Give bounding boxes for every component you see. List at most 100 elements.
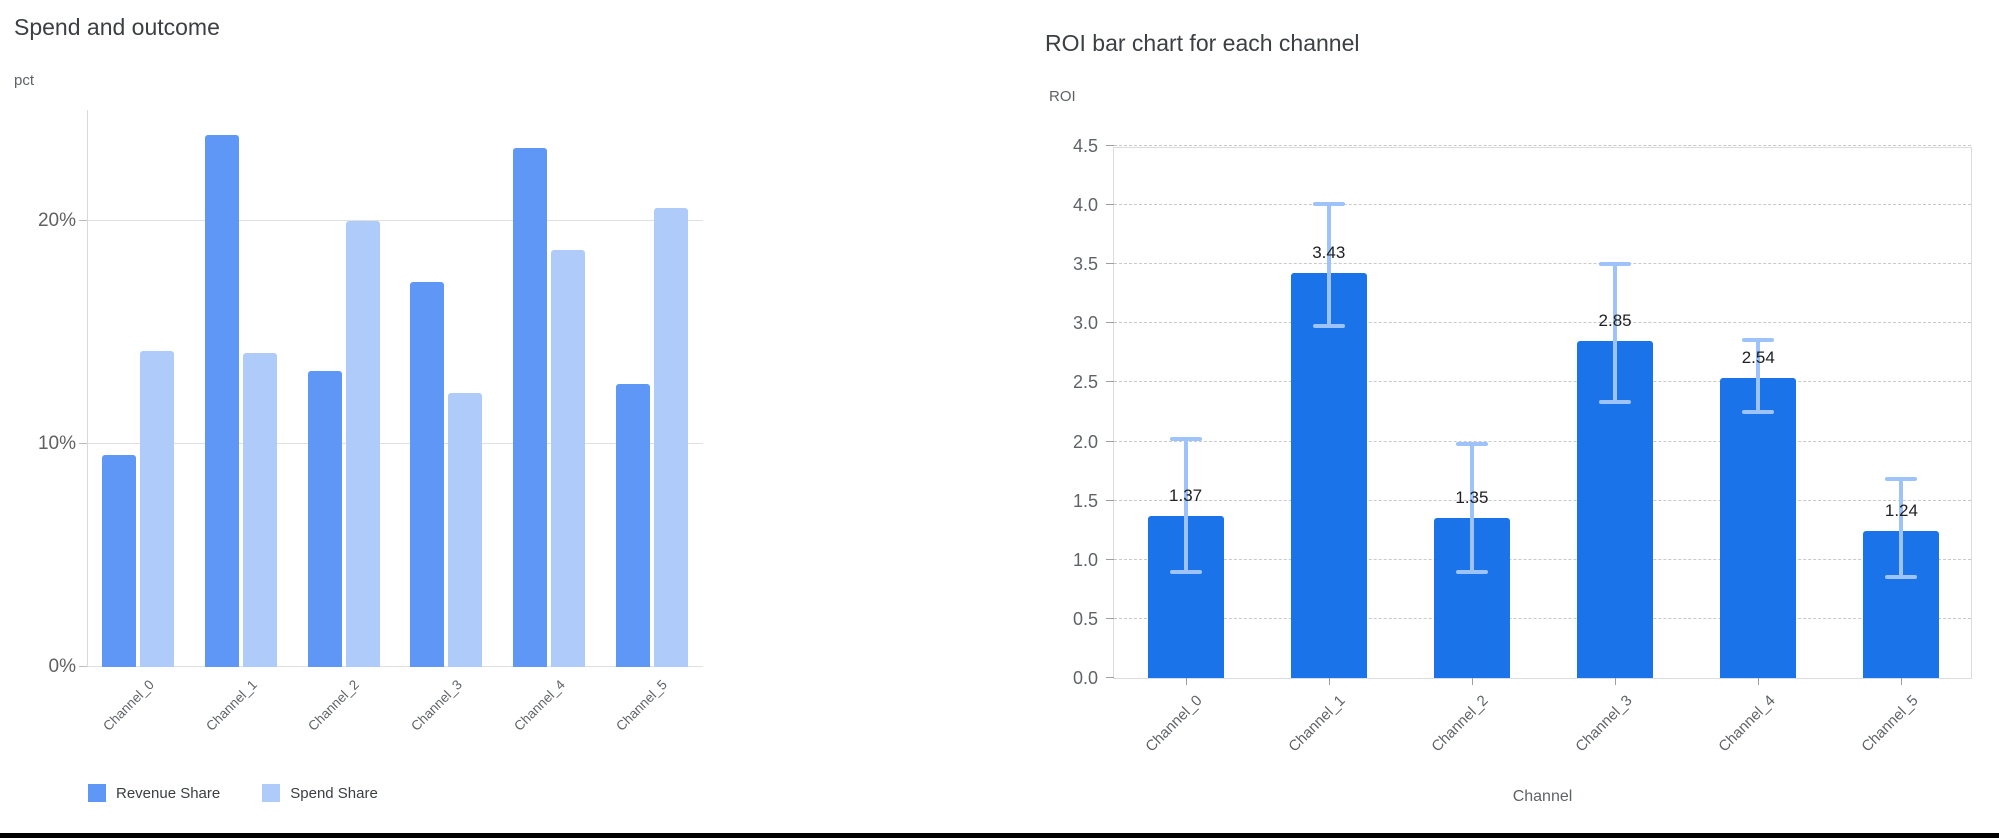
y-tick-mark	[1106, 617, 1114, 619]
y-tick-label: 20%	[37, 210, 76, 232]
error-cap-bottom	[1599, 399, 1632, 404]
bar-value-channel_2: 1.35	[1455, 488, 1489, 508]
error-bar-channel_1	[1326, 201, 1331, 329]
spend-outcome-y-unit: pct	[14, 72, 35, 89]
bar-revenue-channel_0[interactable]	[102, 455, 137, 667]
error-bar-channel_0	[1183, 436, 1188, 574]
legend-label: Revenue Share	[116, 784, 221, 802]
gridline-1.5	[1114, 499, 1971, 501]
error-cap-bottom	[1312, 324, 1345, 329]
y-tick-mark	[79, 443, 87, 445]
x-label-channel_3: Channel_3	[1571, 692, 1636, 756]
bar-value-channel_5: 1.24	[1884, 501, 1918, 521]
legend-swatch	[262, 784, 281, 802]
bar-spend-channel_2[interactable]	[345, 221, 380, 667]
x-label-channel_4: Channel_4	[510, 677, 568, 734]
x-label-channel_0: Channel_0	[100, 677, 157, 734]
bar-spend-channel_1[interactable]	[243, 352, 277, 667]
bar-revenue-channel_5[interactable]	[615, 384, 650, 667]
error-cap-bottom	[1885, 574, 1918, 579]
legend-label: Spend Share	[290, 784, 378, 802]
bar-spend-channel_3[interactable]	[448, 392, 483, 667]
x-tick-mark	[1185, 678, 1187, 685]
gridline-20%	[87, 220, 703, 222]
spend-outcome-plot-area: 0% 10% 20% Channel_0 Channel_1 Channel_2 Chann…	[38, 110, 703, 734]
error-cap-bottom	[1169, 569, 1202, 574]
y-tick-mark	[1106, 499, 1114, 501]
error-bar-channel_2	[1469, 441, 1474, 574]
x-label-channel_1: Channel_1	[1285, 692, 1349, 756]
y-tick-label: 2.0	[1072, 431, 1098, 452]
y-tick-mark	[1106, 381, 1114, 383]
x-label-channel_2: Channel_2	[1428, 692, 1492, 756]
legend-item-spend-share[interactable]: Spend Share	[262, 784, 378, 802]
bar-revenue-channel_3[interactable]	[410, 281, 445, 667]
x-tick-mark	[1758, 678, 1760, 685]
error-cap-bottom	[1742, 410, 1775, 415]
x-label-channel_5: Channel_5	[1858, 692, 1922, 756]
gridline-3.5	[1114, 263, 1971, 265]
error-bar-channel_5	[1899, 477, 1904, 579]
gridline-1.0	[1114, 558, 1971, 560]
gridline-10%	[87, 443, 703, 445]
x-label-channel_3: Channel_3	[408, 677, 465, 734]
roi-chart-title: ROI bar chart for each channel	[1045, 30, 1360, 56]
y-tick-mark	[1106, 145, 1114, 146]
y-tick-label: 1.0	[1072, 549, 1098, 570]
x-label-channel_5: Channel_5	[613, 677, 671, 734]
y-tick-label: 2.5	[1072, 372, 1098, 393]
bar-spend-channel_4[interactable]	[551, 250, 585, 667]
y-tick-label: 4.0	[1072, 195, 1098, 216]
error-bar-channel_3	[1613, 261, 1618, 404]
bar-revenue-channel_2[interactable]	[307, 370, 342, 667]
gridline-3.0	[1114, 322, 1971, 324]
bar-value-channel_1: 3.43	[1312, 242, 1346, 262]
y-tick-label: 0.0	[1072, 668, 1098, 688]
x-label-channel_0: Channel_0	[1142, 692, 1206, 756]
gridline-4.5	[1114, 145, 1971, 146]
legend-item-revenue-share[interactable]: Revenue Share	[88, 784, 220, 802]
y-tick-label: 1.5	[1072, 490, 1098, 511]
bar-revenue-channel_1[interactable]	[205, 134, 239, 667]
x-label-channel_4: Channel_4	[1714, 692, 1779, 756]
x-tick-mark	[1328, 678, 1330, 685]
y-tick-mark	[79, 220, 87, 222]
spend-outcome-title: Spend and outcome	[14, 14, 220, 40]
error-cap-top	[1599, 261, 1632, 266]
error-cap-top	[1312, 201, 1345, 206]
gridline-0%	[87, 666, 703, 667]
legend-swatch	[88, 784, 106, 802]
bar-roi-channel_4[interactable]	[1720, 377, 1797, 678]
y-tick-mark	[1106, 440, 1114, 442]
y-tick-mark	[1106, 558, 1114, 560]
x-tick-mark	[1615, 678, 1617, 685]
error-cap-top	[1885, 477, 1918, 482]
error-bar-channel_4	[1756, 337, 1761, 415]
gridline-2.5	[1114, 381, 1971, 383]
y-tick-mark	[1106, 677, 1114, 678]
y-axis-line	[87, 110, 88, 667]
x-tick-mark	[1901, 678, 1903, 685]
y-tick-label: 4.5	[1072, 136, 1098, 156]
gridline-2.0	[1114, 440, 1971, 442]
spend-outcome-legend: Revenue Share Spend Share	[88, 784, 378, 802]
error-cap-top	[1455, 441, 1488, 446]
gridline-4.0	[1114, 204, 1971, 206]
bar-spend-channel_5[interactable]	[653, 208, 688, 667]
gridline-0.5	[1114, 617, 1971, 619]
y-tick-label: 10%	[37, 433, 76, 455]
y-tick-label: 0%	[48, 656, 76, 677]
bar-roi-channel_1[interactable]	[1290, 272, 1367, 678]
bar-revenue-channel_4[interactable]	[513, 147, 547, 667]
y-tick-mark	[1106, 204, 1114, 206]
x-label-channel_2: Channel_2	[305, 677, 363, 734]
x-label-channel_1: Channel_1	[202, 677, 260, 734]
y-tick-mark	[1106, 263, 1114, 265]
bar-value-channel_0: 1.37	[1169, 486, 1203, 506]
y-tick-label: 0.5	[1072, 608, 1098, 629]
bar-value-channel_4: 2.54	[1741, 347, 1775, 367]
bar-value-channel_3: 2.85	[1598, 311, 1632, 331]
y-tick-label: 3.0	[1072, 313, 1098, 334]
bar-spend-channel_0[interactable]	[140, 350, 175, 667]
